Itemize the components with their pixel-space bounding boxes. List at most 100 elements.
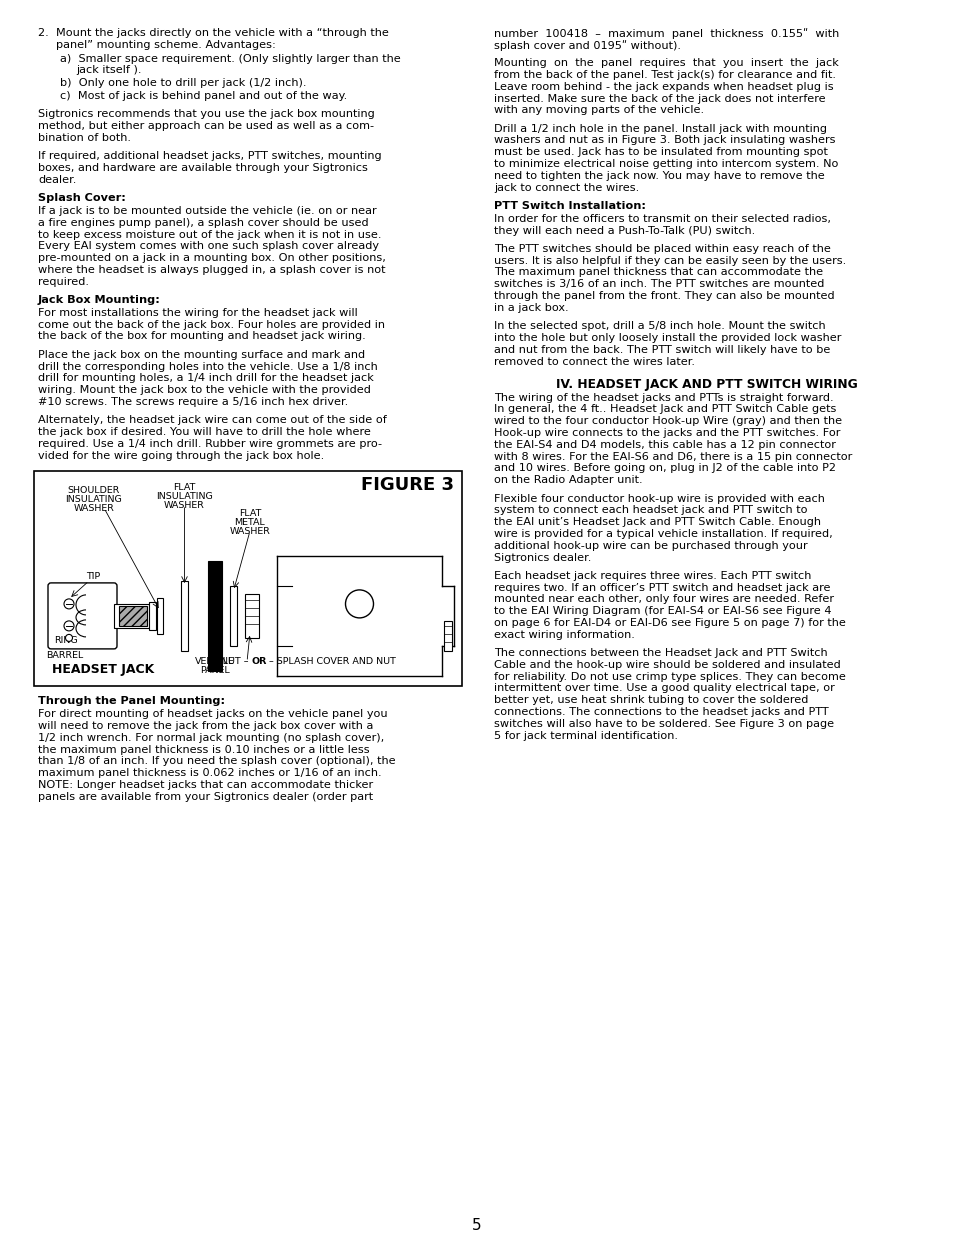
Text: Leave room behind - the jack expands when headset plug is: Leave room behind - the jack expands whe… (494, 82, 833, 91)
Text: Hook-up wire connects to the jacks and the PTT switches. For: Hook-up wire connects to the jacks and t… (494, 429, 840, 438)
Text: FLAT: FLAT (173, 483, 195, 492)
Text: than 1/8 of an inch. If you need the splash cover (optional), the: than 1/8 of an inch. If you need the spl… (38, 756, 395, 767)
Text: In general, the 4 ft.. Headset Jack and PTT Switch Cable gets: In general, the 4 ft.. Headset Jack and … (494, 404, 836, 415)
Text: mounted near each other, only four wires are needed. Refer: mounted near each other, only four wires… (494, 594, 833, 604)
Text: additional hook-up wire can be purchased through your: additional hook-up wire can be purchased… (494, 541, 807, 551)
Text: a)  Smaller space requirement. (Only slightly larger than the: a) Smaller space requirement. (Only slig… (60, 53, 400, 63)
Text: Mounting  on  the  panel  requires  that  you  insert  the  jack: Mounting on the panel requires that you … (494, 58, 838, 68)
Text: to the EAI Wiring Diagram (for EAI-S4 or EAI-S6 see Figure 4: to the EAI Wiring Diagram (for EAI-S4 or… (494, 606, 831, 616)
Text: with any moving parts of the vehicle.: with any moving parts of the vehicle. (494, 105, 703, 115)
Text: BARREL: BARREL (46, 651, 83, 659)
Text: on the Radio Adapter unit.: on the Radio Adapter unit. (494, 475, 642, 485)
Text: c)  Most of jack is behind panel and out of the way.: c) Most of jack is behind panel and out … (60, 91, 347, 101)
Text: jack itself ).: jack itself ). (76, 65, 141, 75)
Text: where the headset is always plugged in, a splash cover is not: where the headset is always plugged in, … (38, 264, 385, 275)
Text: PANEL: PANEL (200, 666, 230, 674)
Text: they will each need a Push-To-Talk (PU) switch.: they will each need a Push-To-Talk (PU) … (494, 226, 755, 236)
Text: IV. HEADSET JACK AND PTT SWITCH WIRING: IV. HEADSET JACK AND PTT SWITCH WIRING (556, 378, 857, 390)
Text: the EAI-S4 and D4 models, this cable has a 12 pin connector: the EAI-S4 and D4 models, this cable has… (494, 440, 835, 450)
Text: #10 screws. The screws require a 5/16 inch hex driver.: #10 screws. The screws require a 5/16 in… (38, 396, 348, 406)
Text: bination of both.: bination of both. (38, 133, 131, 143)
Text: Every EAI system comes with one such splash cover already: Every EAI system comes with one such spl… (38, 241, 378, 251)
Text: b)  Only one hole to drill per jack (1/2 inch).: b) Only one hole to drill per jack (1/2 … (60, 78, 306, 88)
Text: – SPLASH COVER AND NUT: – SPLASH COVER AND NUT (266, 657, 395, 666)
Text: will need to remove the jack from the jack box cover with a: will need to remove the jack from the ja… (38, 721, 373, 731)
Text: and 10 wires. Before going on, plug in J2 of the cable into P2: and 10 wires. Before going on, plug in J… (494, 463, 835, 473)
Text: to minimize electrical noise getting into intercom system. No: to minimize electrical noise getting int… (494, 159, 838, 169)
Text: FLAT: FLAT (238, 509, 261, 517)
Text: METAL: METAL (234, 517, 265, 527)
Text: boxes, and hardware are available through your Sigtronics: boxes, and hardware are available throug… (38, 163, 368, 173)
Bar (443, 621, 452, 651)
Text: washers and nut as in Figure 3. Both jack insulating washers: washers and nut as in Figure 3. Both jac… (494, 136, 835, 146)
Text: required. Use a 1/4 inch drill. Rubber wire grommets are pro-: required. Use a 1/4 inch drill. Rubber w… (38, 438, 381, 448)
Text: users. It is also helpful if they can be easily seen by the users.: users. It is also helpful if they can be… (494, 256, 845, 266)
Text: into the hole but only loosely install the provided lock washer: into the hole but only loosely install t… (494, 333, 841, 343)
Text: with 8 wires. For the EAI-S6 and D6, there is a 15 pin connector: with 8 wires. For the EAI-S6 and D6, the… (494, 452, 851, 462)
Bar (34, 471, 461, 685)
Text: If required, additional headset jacks, PTT switches, mounting: If required, additional headset jacks, P… (38, 151, 381, 162)
Text: The PTT switches should be placed within easy reach of the: The PTT switches should be placed within… (494, 243, 830, 254)
Text: exact wiring information.: exact wiring information. (494, 630, 634, 640)
FancyBboxPatch shape (48, 583, 117, 648)
Text: Through the Panel Mounting:: Through the Panel Mounting: (38, 697, 225, 706)
Text: switches will also have to be soldered. See Figure 3 on page: switches will also have to be soldered. … (494, 719, 833, 729)
Text: For most installations the wiring for the headset jack will: For most installations the wiring for th… (38, 308, 357, 317)
Text: from the back of the panel. Test jack(s) for clearance and fit.: from the back of the panel. Test jack(s)… (494, 70, 835, 80)
Text: Cable and the hook-up wire should be soldered and insulated: Cable and the hook-up wire should be sol… (494, 659, 840, 669)
Text: a fire engines pump panel), a splash cover should be used: a fire engines pump panel), a splash cov… (38, 217, 368, 227)
Text: jack to connect the wires.: jack to connect the wires. (494, 183, 639, 193)
Text: through the panel from the front. They can also be mounted: through the panel from the front. They c… (494, 291, 834, 301)
Text: FIGURE 3: FIGURE 3 (360, 475, 454, 494)
Bar (230, 585, 236, 646)
Text: OR: OR (252, 657, 267, 666)
Text: the back of the box for mounting and headset jack wiring.: the back of the box for mounting and hea… (38, 331, 365, 341)
Text: must be used. Jack has to be insulated from mounting spot: must be used. Jack has to be insulated f… (494, 147, 827, 157)
Text: vided for the wire going through the jack box hole.: vided for the wire going through the jac… (38, 451, 324, 461)
Text: PTT Switch Installation:: PTT Switch Installation: (494, 201, 645, 211)
Text: to keep excess moisture out of the jack when it is not in use.: to keep excess moisture out of the jack … (38, 230, 381, 240)
Text: for reliability. Do not use crimp type splices. They can become: for reliability. Do not use crimp type s… (494, 672, 845, 682)
Text: required.: required. (38, 277, 89, 287)
Text: and nut from the back. The PTT switch will likely have to be: and nut from the back. The PTT switch wi… (494, 345, 829, 354)
Text: If a jack is to be mounted outside the vehicle (ie. on or near: If a jack is to be mounted outside the v… (38, 206, 376, 216)
Text: come out the back of the jack box. Four holes are provided in: come out the back of the jack box. Four … (38, 320, 385, 330)
Text: removed to connect the wires later.: removed to connect the wires later. (494, 357, 695, 367)
Text: maximum panel thickness is 0.062 inches or 1/16 of an inch.: maximum panel thickness is 0.062 inches … (38, 768, 381, 778)
Text: drill the corresponding holes into the vehicle. Use a 1/8 inch: drill the corresponding holes into the v… (38, 362, 377, 372)
Bar (245, 594, 258, 638)
Text: The connections between the Headset Jack and PTT Switch: The connections between the Headset Jack… (494, 648, 827, 658)
Bar (119, 606, 147, 626)
Text: 5: 5 (472, 1218, 481, 1233)
Text: The wiring of the headset jacks and PTTs is straight forward.: The wiring of the headset jacks and PTTs… (494, 393, 833, 403)
Circle shape (64, 621, 74, 631)
Text: in a jack box.: in a jack box. (494, 303, 568, 312)
Text: WASHER: WASHER (73, 504, 114, 513)
Bar (181, 580, 188, 651)
Text: better yet, use heat shrink tubing to cover the soldered: better yet, use heat shrink tubing to co… (494, 695, 807, 705)
Text: method, but either approach can be used as well as a com-: method, but either approach can be used … (38, 121, 374, 131)
Text: SHOULDER: SHOULDER (68, 485, 120, 495)
Text: In the selected spot, drill a 5/8 inch hole. Mount the switch: In the selected spot, drill a 5/8 inch h… (494, 321, 824, 331)
Text: Drill a 1/2 inch hole in the panel. Install jack with mounting: Drill a 1/2 inch hole in the panel. Inst… (494, 124, 826, 133)
Text: pre-mounted on a jack in a mounting box. On other positions,: pre-mounted on a jack in a mounting box.… (38, 253, 385, 263)
Text: Sigtronics dealer.: Sigtronics dealer. (494, 552, 591, 562)
Text: panel” mounting scheme. Advantages:: panel” mounting scheme. Advantages: (56, 40, 275, 49)
Text: HEADSET JACK: HEADSET JACK (52, 663, 154, 676)
Text: the EAI unit’s Headset Jack and PTT Switch Cable. Enough: the EAI unit’s Headset Jack and PTT Swit… (494, 517, 821, 527)
Text: NOTE: Longer headset jacks that can accommodate thicker: NOTE: Longer headset jacks that can acco… (38, 781, 373, 790)
Text: NUT –: NUT – (221, 657, 252, 666)
Circle shape (66, 635, 72, 641)
Text: requires two. If an officer’s PTT switch and headset jack are: requires two. If an officer’s PTT switch… (494, 583, 830, 593)
Bar (157, 598, 163, 634)
Text: number  100418  –  maximum  panel  thickness  0.155ʺ  with: number 100418 – maximum panel thickness … (494, 28, 839, 38)
Text: the jack box if desired. You will have to drill the hole where: the jack box if desired. You will have t… (38, 427, 371, 437)
Text: Alternately, the headset jack wire can come out of the side of: Alternately, the headset jack wire can c… (38, 415, 386, 425)
Text: wire is provided for a typical vehicle installation. If required,: wire is provided for a typical vehicle i… (494, 529, 832, 538)
Bar (208, 561, 222, 671)
Text: WASHER: WASHER (230, 527, 270, 536)
Text: WASHER: WASHER (164, 501, 205, 510)
Text: splash cover and 0195ʺ without).: splash cover and 0195ʺ without). (494, 40, 680, 51)
Text: on page 6 for EAI-D4 or EAI-D6 see Figure 5 on page 7) for the: on page 6 for EAI-D4 or EAI-D6 see Figur… (494, 618, 845, 629)
Text: For direct mounting of headset jacks on the vehicle panel you: For direct mounting of headset jacks on … (38, 709, 387, 719)
